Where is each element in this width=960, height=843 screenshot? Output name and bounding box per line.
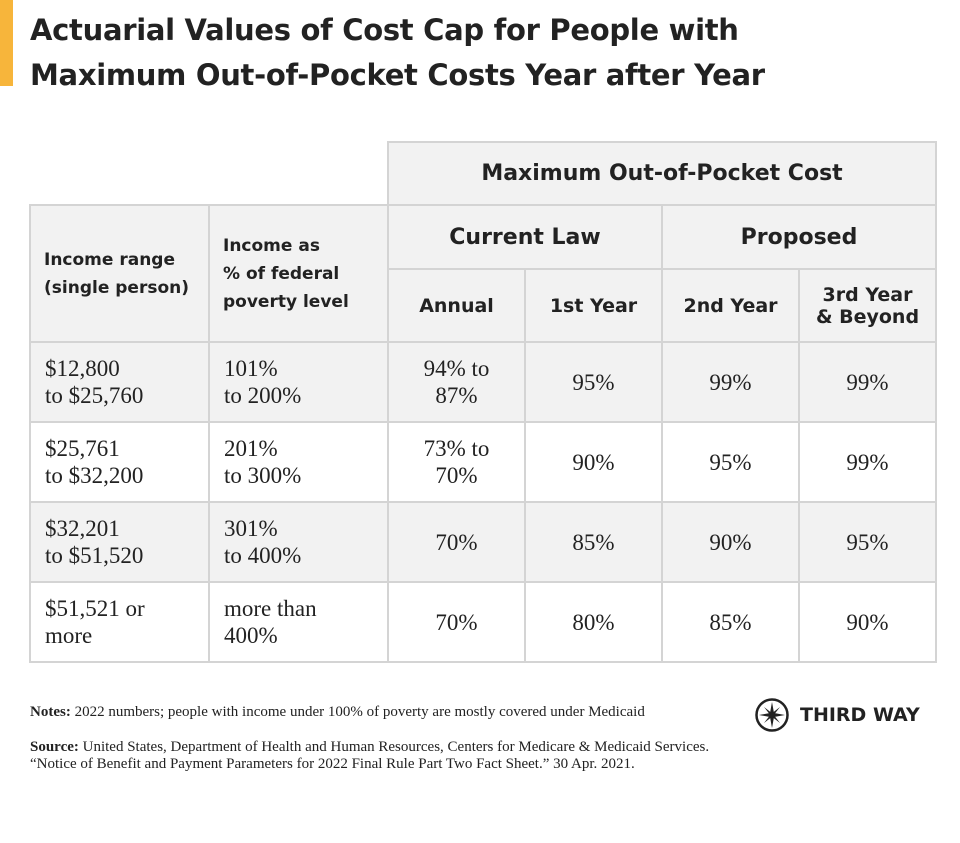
title-line: Maximum Out-of-Pocket Costs Year after Y…	[30, 58, 765, 92]
cell-line: 70%	[435, 529, 478, 555]
row-header: Income range (single person)	[29, 204, 210, 343]
data-cell: 95%	[661, 421, 800, 503]
cell-line: more	[45, 623, 93, 648]
cell-line: 95%	[572, 369, 615, 395]
group-label: Proposed	[661, 204, 937, 270]
data-cell: 85%	[524, 501, 663, 583]
notes-label: Notes:	[30, 704, 71, 720]
cell-line: to 400%	[224, 543, 302, 568]
cell-line: 201%	[224, 436, 278, 461]
cell-line: 90%	[709, 529, 752, 555]
cell-line: to 200%	[224, 383, 302, 408]
sub-header: 1st Year	[524, 268, 663, 343]
source-label: Source:	[30, 739, 79, 755]
cell-line: $51,521 or	[45, 596, 145, 621]
cell-line: $12,800	[45, 356, 120, 381]
cell-line: to $25,760	[45, 383, 144, 408]
data-cell: 80%	[524, 581, 663, 663]
data-cell: 90%	[524, 421, 663, 503]
data-cell: 99%	[798, 421, 937, 503]
cell-line: 90%	[846, 609, 889, 635]
sub-header: Annual	[387, 268, 526, 343]
cell-line: Income range	[44, 249, 176, 270]
cell-line: 3rd Year	[822, 283, 913, 306]
data-cell: $51,521 or more	[29, 581, 210, 663]
data-cell: 90%	[661, 501, 800, 583]
logo-icon	[755, 698, 789, 732]
cell-line: to 300%	[224, 463, 302, 488]
data-cell: 90%	[798, 581, 937, 663]
group-header: Maximum Out-of-Pocket Cost	[387, 141, 937, 206]
data-cell: 73% to 70%	[387, 421, 526, 503]
cell-line: Current Law	[449, 224, 601, 250]
cell-line: 400%	[224, 623, 278, 648]
row-header: Income as % of federal poverty level	[208, 204, 389, 343]
data-cell: 301% to 400%	[208, 501, 389, 583]
cell-line: Income as	[223, 235, 320, 256]
group-label: Current Law	[387, 204, 663, 270]
data-cell: 99%	[798, 341, 937, 423]
cell-line: Maximum Out-of-Pocket Cost	[481, 161, 843, 186]
cell-line: $32,201	[45, 516, 120, 541]
data-cell: 101% to 200%	[208, 341, 389, 423]
data-cell: $25,761 to $32,200	[29, 421, 210, 503]
cell-line: 70%	[435, 463, 478, 488]
data-cell: 85%	[661, 581, 800, 663]
cell-line: more than	[224, 596, 317, 621]
data-cell: 70%	[387, 501, 526, 583]
cell-line: 85%	[572, 529, 615, 555]
cell-line: 1st Year	[549, 294, 638, 317]
data-cell: 201% to 300%	[208, 421, 389, 503]
cell-line: 95%	[846, 529, 889, 555]
cell-line: 70%	[435, 609, 478, 635]
cell-line: 80%	[572, 609, 615, 635]
cell-line: poverty level	[223, 291, 349, 312]
logo: THIRD WAY	[754, 697, 934, 733]
cell-line: to $51,520	[45, 543, 144, 568]
cell-line: 2nd Year	[683, 294, 778, 317]
source-text: United States, Department of Health and …	[30, 739, 710, 772]
cell-line: 99%	[709, 369, 752, 395]
sub-header: 3rd Year & Beyond	[798, 268, 937, 343]
data-cell: 94% to 87%	[387, 341, 526, 423]
data-cell: 99%	[661, 341, 800, 423]
cell-line: % of federal	[223, 263, 340, 284]
cell-line: 99%	[846, 449, 889, 475]
title: Actuarial Values of Cost Cap for People …	[30, 8, 765, 98]
data-cell: $12,800 to $25,760	[29, 341, 210, 423]
cell-line: Proposed	[740, 224, 858, 250]
cell-line: to $32,200	[45, 463, 144, 488]
cell-line: 101%	[224, 356, 278, 381]
data-cell: 95%	[798, 501, 937, 583]
cell-line: 90%	[572, 449, 615, 475]
data-cell: 95%	[524, 341, 663, 423]
cell-line: 99%	[846, 369, 889, 395]
cell-line: 73% to	[423, 436, 490, 461]
cell-line: 95%	[709, 449, 752, 475]
data-cell: 70%	[387, 581, 526, 663]
accent-bar	[0, 0, 13, 86]
notes: Notes: 2022 numbers; people with income …	[30, 704, 720, 721]
cell-line: 301%	[224, 516, 278, 541]
cell-line: $25,761	[45, 436, 120, 461]
logo-text: THIRD WAY	[800, 704, 920, 726]
sub-header: 2nd Year	[661, 268, 800, 343]
cell-line: 85%	[709, 609, 752, 635]
cell-line: & Beyond	[815, 305, 920, 328]
cell-line: Annual	[419, 294, 494, 317]
data-cell: $32,201 to $51,520	[29, 501, 210, 583]
data-cell: more than 400%	[208, 581, 389, 663]
cell-line: (single person)	[44, 277, 190, 298]
cell-line: 87%	[435, 383, 478, 408]
source: Source: United States, Department of Hea…	[30, 739, 720, 773]
notes-text: 2022 numbers; people with income under 1…	[74, 704, 645, 720]
title-line: Actuarial Values of Cost Cap for People …	[30, 13, 739, 47]
cell-line: 94% to	[423, 356, 490, 381]
